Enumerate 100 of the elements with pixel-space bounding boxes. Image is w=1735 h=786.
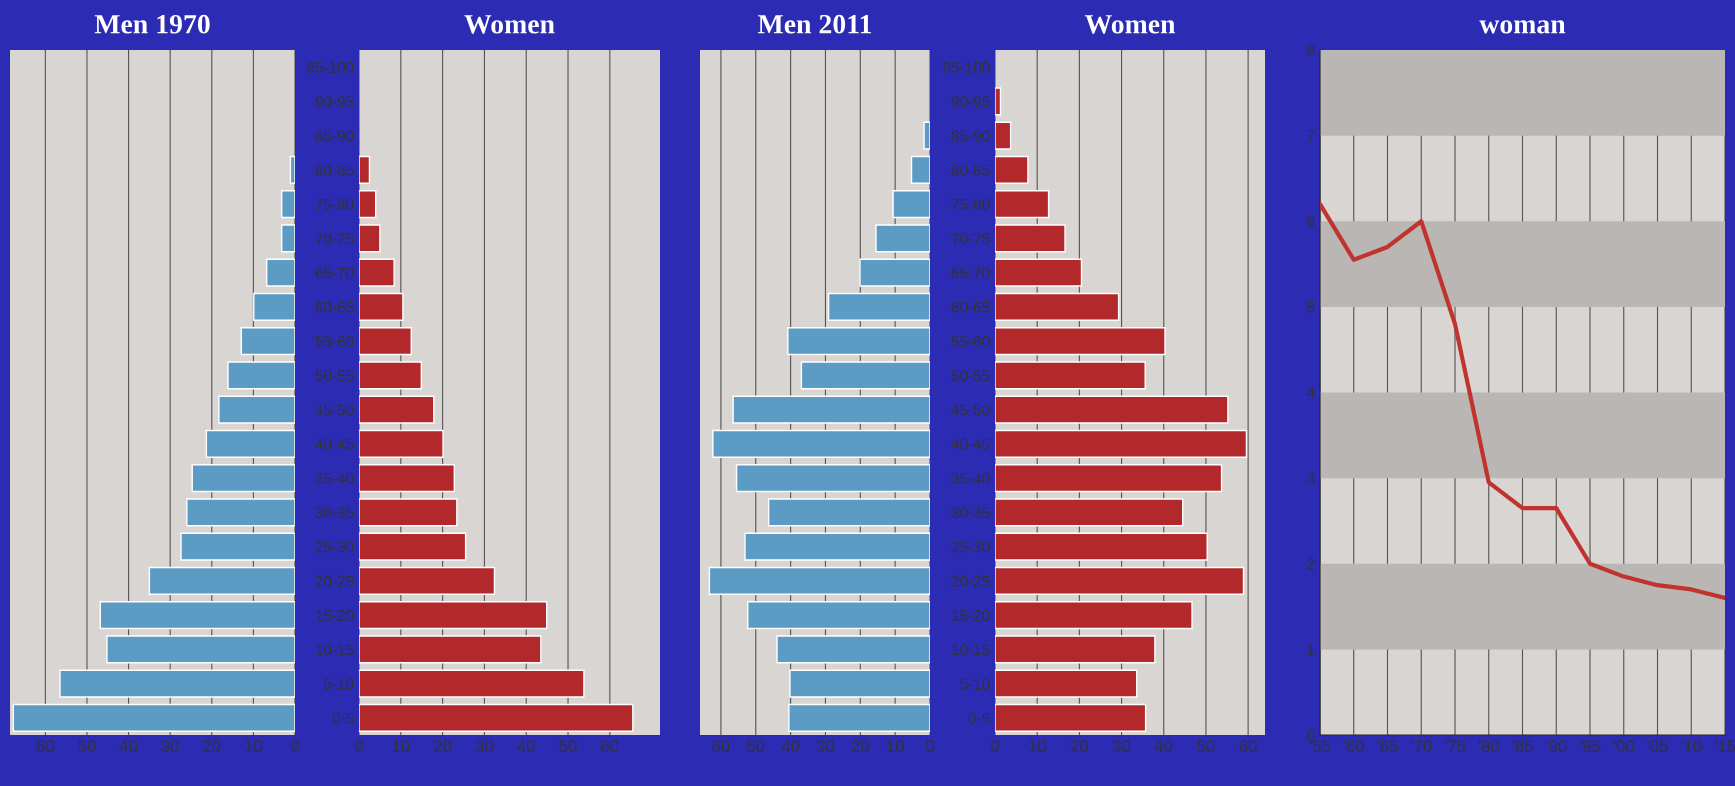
bar bbox=[744, 532, 930, 561]
y-tick-label: 10-15 bbox=[316, 644, 354, 656]
y-tick-label: 90-95 bbox=[951, 96, 990, 108]
bar bbox=[747, 601, 930, 630]
bar bbox=[280, 224, 295, 253]
bar bbox=[218, 395, 295, 424]
x-tick-label: 10 bbox=[392, 740, 410, 753]
x-tick-label: 30 bbox=[816, 740, 835, 753]
x-tick-label: 30 bbox=[1112, 740, 1131, 753]
x-tick-label: 60 bbox=[1239, 740, 1257, 753]
y-tick-label: 45-50 bbox=[315, 404, 354, 416]
bar bbox=[995, 464, 1223, 493]
bar bbox=[776, 635, 930, 664]
y-tick-label: 15-20 bbox=[952, 609, 990, 621]
y-tick-label: 65-70 bbox=[315, 267, 354, 279]
bar bbox=[735, 464, 930, 493]
bar bbox=[186, 498, 295, 527]
bar bbox=[995, 190, 1050, 219]
x-tick-label: 50 bbox=[559, 740, 577, 753]
bar bbox=[995, 292, 1120, 321]
x-tick-label: '85 bbox=[1512, 740, 1533, 753]
x-tick-label: 0 bbox=[991, 740, 999, 753]
y-tick-label: 40-45 bbox=[315, 438, 354, 450]
y-tick-label: 80-85 bbox=[951, 164, 990, 176]
bar bbox=[359, 395, 435, 424]
y-tick-label: 5 bbox=[1307, 301, 1315, 313]
bar bbox=[99, 601, 295, 630]
y-tick-label: 25-30 bbox=[315, 541, 354, 553]
x-tick-label: '00 bbox=[1613, 740, 1634, 753]
bar bbox=[892, 190, 930, 219]
y-tick-label: 0-5 bbox=[332, 712, 354, 724]
y-tick-label: 40-45 bbox=[951, 438, 990, 450]
bar bbox=[359, 155, 371, 184]
y-tick-label: 55-60 bbox=[315, 335, 354, 347]
x-tick-label: 20 bbox=[851, 740, 869, 753]
bar bbox=[289, 155, 295, 184]
y-tick-label: 30-35 bbox=[315, 507, 354, 519]
y-tick-label: 70-75 bbox=[315, 233, 354, 245]
bar bbox=[359, 327, 412, 356]
x-tick-label: '60 bbox=[1343, 740, 1364, 753]
y-tick-label: 5-10 bbox=[324, 678, 354, 690]
y-tick-label: 35-40 bbox=[951, 472, 990, 484]
chart-title: woman bbox=[1479, 20, 1566, 34]
bar bbox=[995, 429, 1248, 458]
bar bbox=[995, 361, 1146, 390]
y-tick-label: 4 bbox=[1306, 387, 1315, 399]
x-tick-label: 0 bbox=[355, 740, 363, 753]
y-tick-label: 50-55 bbox=[951, 370, 990, 382]
bar bbox=[923, 121, 930, 150]
x-tick-label: '05 bbox=[1647, 740, 1668, 753]
y-tick-label: 55-60 bbox=[951, 335, 990, 347]
x-tick-label: '75 bbox=[1444, 740, 1466, 753]
bar bbox=[266, 258, 295, 287]
line-series bbox=[1320, 202, 1725, 601]
bar bbox=[827, 292, 930, 321]
bar bbox=[106, 635, 295, 664]
bar bbox=[732, 395, 930, 424]
bar bbox=[359, 258, 395, 287]
x-tick-label: 40 bbox=[781, 740, 800, 753]
bar bbox=[359, 703, 634, 732]
x-tick-label: '95 bbox=[1579, 740, 1601, 753]
y-tick-label: 20-25 bbox=[951, 575, 990, 587]
bar bbox=[995, 635, 1156, 664]
x-tick-label: 0 bbox=[926, 740, 934, 753]
bar bbox=[191, 464, 295, 493]
y-tick-label: 7 bbox=[1307, 130, 1315, 142]
x-tick-label: 40 bbox=[1154, 740, 1173, 753]
x-tick-label: '65 bbox=[1377, 740, 1398, 753]
x-tick-label: 40 bbox=[119, 740, 138, 753]
bar bbox=[359, 669, 585, 698]
y-tick-label: 0 bbox=[1307, 729, 1315, 741]
chart-title: Women bbox=[1084, 15, 1176, 34]
x-tick-label: 10 bbox=[1029, 740, 1046, 753]
bar bbox=[875, 224, 930, 253]
bar bbox=[708, 566, 930, 595]
chart-title: Men 1970 bbox=[94, 14, 210, 34]
bar bbox=[995, 669, 1138, 698]
bar bbox=[995, 327, 1166, 356]
x-tick-label: 60 bbox=[712, 740, 730, 753]
x-tick-label: 20 bbox=[203, 740, 221, 753]
x-tick-label: 30 bbox=[475, 740, 494, 753]
x-tick-label: 40 bbox=[517, 740, 535, 753]
bar bbox=[995, 498, 1184, 527]
bar bbox=[788, 703, 930, 732]
y-tick-label: 0-5 bbox=[968, 712, 990, 724]
y-tick-label: 10-15 bbox=[952, 644, 990, 656]
y-tick-label: 60-65 bbox=[951, 301, 990, 313]
x-tick-label: 30 bbox=[161, 740, 179, 753]
y-tick-label: 90-95 bbox=[315, 96, 354, 108]
bar bbox=[12, 703, 295, 732]
bar bbox=[995, 224, 1066, 253]
y-tick-label: 95-100 bbox=[307, 61, 354, 73]
bar bbox=[359, 361, 422, 390]
y-tick-label: 80-85 bbox=[315, 164, 354, 176]
x-tick-label: '15 bbox=[1714, 740, 1735, 753]
y-tick-label: 30-35 bbox=[951, 507, 990, 519]
bar bbox=[359, 635, 542, 664]
chart-title: Men 2011 bbox=[757, 14, 872, 34]
y-tick-label: 50-55 bbox=[315, 370, 354, 382]
y-tick-label: 45-50 bbox=[951, 404, 990, 416]
